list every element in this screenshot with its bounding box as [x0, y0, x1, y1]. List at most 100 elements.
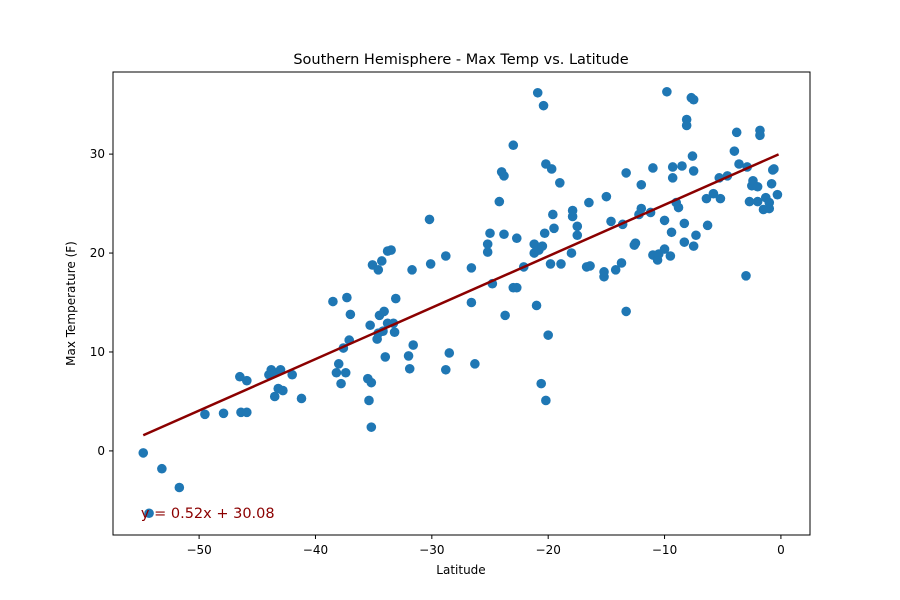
data-point [662, 86, 672, 97]
y-tick-label: 0 [97, 444, 105, 458]
regression-equation: y = 0.52x + 30.08 [141, 506, 275, 522]
data-point [666, 227, 677, 238]
data-point [379, 306, 389, 317]
data-point [708, 188, 719, 199]
chart-title: Southern Hemisphere - Max Temp vs. Latit… [293, 52, 628, 68]
data-point [715, 193, 726, 204]
data-point [144, 508, 154, 519]
data-point [752, 181, 763, 192]
data-point [425, 259, 436, 269]
data-point [336, 378, 346, 389]
data-point [511, 233, 522, 244]
data-point [380, 352, 391, 362]
data-point [601, 191, 612, 202]
data-point [404, 363, 415, 374]
data-point [688, 166, 699, 176]
data-point [331, 367, 342, 378]
data-point [687, 151, 698, 161]
data-point [679, 218, 690, 229]
data-point [659, 244, 670, 254]
data-point [444, 348, 455, 358]
data-point [333, 359, 344, 369]
data-point [538, 100, 549, 111]
data-point [681, 120, 692, 131]
data-point [621, 306, 631, 317]
data-point [688, 241, 699, 251]
data-point [701, 193, 712, 204]
data-point [532, 87, 543, 98]
data-point [545, 259, 556, 269]
data-point [407, 265, 417, 275]
data-point [440, 251, 451, 261]
data-point [485, 228, 495, 239]
data-point [688, 94, 699, 105]
data-point [729, 146, 740, 156]
data-point [269, 391, 280, 402]
data-point [584, 197, 594, 208]
data-point [494, 196, 505, 207]
data-point [772, 189, 783, 200]
data-point [621, 168, 631, 178]
x-axis-label: Latitude [436, 563, 485, 577]
y-axis-label: Max Temperature (F) [64, 241, 78, 366]
data-point [278, 385, 288, 396]
data-point [287, 369, 298, 380]
data-point [157, 463, 167, 474]
data-point [766, 178, 777, 189]
data-point [555, 178, 565, 188]
regression-line [142, 153, 780, 437]
data-point [636, 179, 647, 190]
data-point [390, 293, 401, 304]
x-tick-label: −10 [652, 543, 677, 557]
data-point [741, 271, 751, 281]
data-point [702, 220, 713, 231]
data-point [386, 245, 396, 255]
data-point [548, 209, 558, 220]
data-point [734, 159, 744, 169]
data-point [648, 163, 658, 173]
data-point [440, 364, 451, 375]
data-point [328, 296, 338, 307]
data-point [691, 230, 701, 241]
data-point [769, 164, 779, 174]
data-point [342, 292, 352, 303]
data-point [482, 247, 493, 257]
data-point [673, 202, 684, 213]
plot-area: y = 0.52x + 30.08 [138, 86, 783, 522]
data-point [500, 310, 510, 321]
data-point [482, 239, 493, 249]
data-point [667, 173, 678, 183]
x-tick-label: −40 [303, 543, 328, 557]
data-point [752, 196, 763, 207]
data-point [572, 221, 583, 232]
data-point [610, 265, 621, 275]
data-point [424, 214, 435, 225]
data-point [677, 161, 687, 171]
data-point [536, 378, 547, 389]
data-point [138, 448, 149, 458]
data-point [499, 171, 509, 181]
data-point [373, 265, 384, 275]
data-point [511, 282, 522, 293]
data-point [731, 127, 742, 138]
data-point [539, 228, 550, 239]
data-point [744, 196, 755, 207]
data-point [466, 297, 477, 308]
data-point [659, 215, 670, 226]
data-point [364, 395, 374, 406]
y-tick-label: 10 [90, 345, 105, 359]
x-tick-label: 0 [777, 543, 785, 557]
y-axis: 0 10 20 30 [90, 147, 113, 458]
data-point [546, 164, 557, 174]
data-point [470, 359, 480, 369]
data-point [630, 238, 641, 248]
x-tick-label: −30 [419, 543, 444, 557]
axes-frame [112, 71, 811, 536]
data-point [376, 256, 387, 266]
data-point [537, 241, 548, 251]
data-point [616, 258, 627, 268]
data-point [200, 409, 210, 420]
data-point [235, 371, 245, 382]
y-tick-label: 20 [90, 246, 105, 260]
